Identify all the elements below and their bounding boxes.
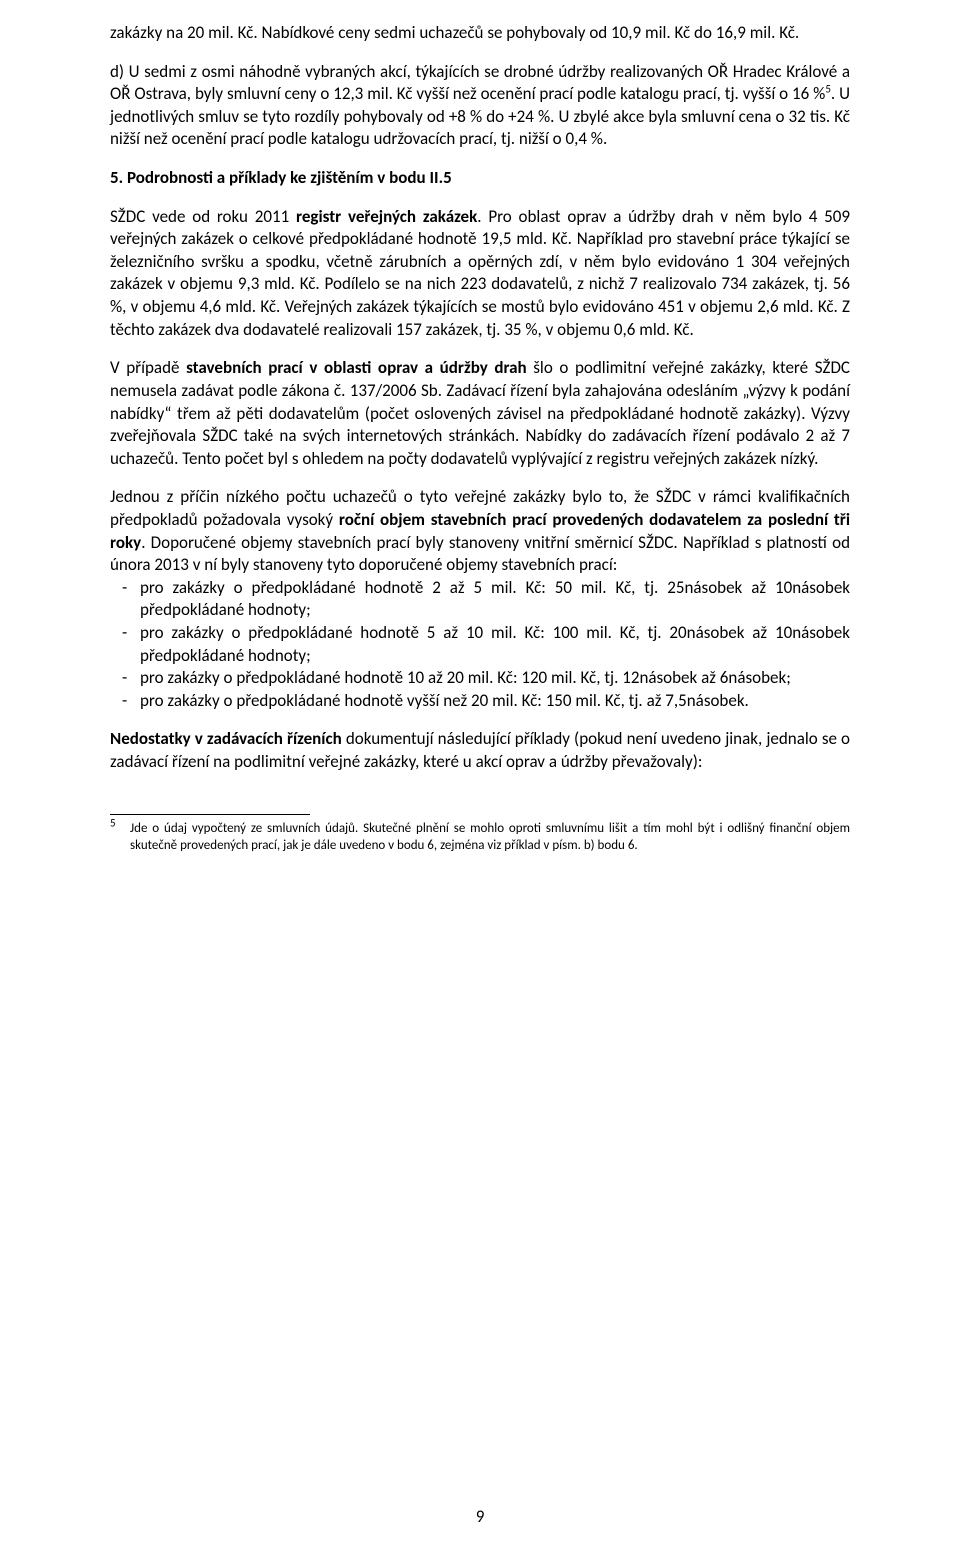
- footnote-separator: [110, 814, 310, 815]
- paragraph-d: d) U sedmi z osmi náhodně vybraných akcí…: [110, 61, 850, 151]
- paragraph-stavebni-prace: V případě stavebních prací v oblasti opr…: [110, 357, 850, 470]
- paragraph-rocni-objem: Jednou z příčin nízkého počtu uchazečů o…: [110, 486, 850, 576]
- text-run: . Doporučené objemy stavebních prací byl…: [110, 532, 850, 576]
- paragraph-nedostatky: Nedostatky v zadávacích řízeních dokumen…: [110, 728, 850, 773]
- page-number: 9: [0, 1506, 960, 1529]
- text-run: V případě: [110, 357, 186, 378]
- list-item: pro zakázky o předpokládané hodnotě 2 až…: [110, 577, 850, 622]
- list-item: pro zakázky o předpokládané hodnotě 5 až…: [110, 622, 850, 667]
- list-item: pro zakázky o předpokládané hodnotě 10 a…: [110, 667, 850, 690]
- text-run: SŽDC vede od roku 2011: [110, 206, 296, 227]
- bold-run: registr veřejných zakázek: [296, 206, 477, 227]
- text-run: d) U sedmi z osmi náhodně vybraných akcí…: [110, 61, 850, 105]
- bullet-list: pro zakázky o předpokládané hodnotě 2 až…: [110, 577, 850, 713]
- paragraph-continuation: zakázky na 20 mil. Kč. Nabídkové ceny se…: [110, 22, 850, 45]
- paragraph-registr: SŽDC vede od roku 2011 registr veřejných…: [110, 206, 850, 342]
- list-item: pro zakázky o předpokládané hodnotě vyšš…: [110, 690, 850, 713]
- footnote-number-sup: 5: [110, 816, 116, 829]
- heading-5: 5. Podrobnosti a příklady ke zjištěním v…: [110, 167, 850, 190]
- footnote-text: Jde o údaj vypočtený ze smluvních údajů.…: [130, 821, 850, 855]
- bold-run: Nedostatky v zadávacích řízeních: [110, 728, 342, 749]
- footnote-5: 5 Jde o údaj vypočtený ze smluvních údaj…: [110, 821, 850, 855]
- bold-run: stavebních prací v oblasti oprav a údržb…: [186, 357, 527, 378]
- document-page: zakázky na 20 mil. Kč. Nabídkové ceny se…: [0, 0, 960, 1557]
- footnote-number: 5: [110, 821, 130, 855]
